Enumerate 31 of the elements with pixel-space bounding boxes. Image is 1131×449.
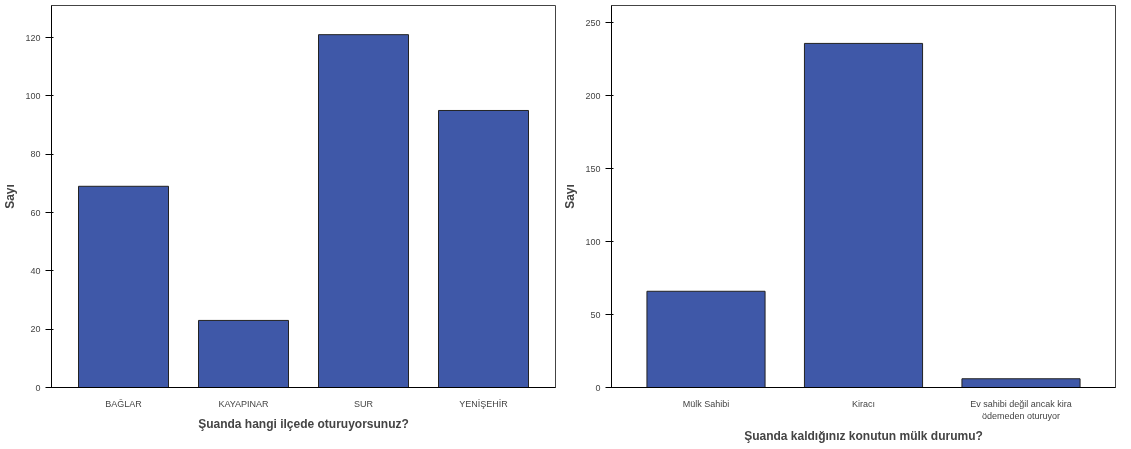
x-tick-label: KAYAPINAR: [218, 398, 270, 409]
y-axis-title: Sayı: [3, 184, 18, 209]
x-tick-label: SUR: [354, 398, 374, 409]
x-tick-label: Ev sahibi değil ancak kira ödemeden oturuyor: [970, 398, 1072, 421]
y-tick-label: 250: [585, 18, 601, 28]
x-tick-label: Kiracı: [852, 398, 876, 409]
bar: [438, 109, 529, 388]
x-axis-title: Şuanda hangi ilçede oturuyorsunuz?: [198, 416, 409, 431]
y-axis-title: Sayı: [563, 184, 578, 209]
y-tick-label: 150: [585, 163, 601, 174]
y-tick-label: 100: [25, 90, 41, 101]
x-tick-label: BAĞLAR: [105, 398, 143, 409]
y-tick-label: 20: [30, 324, 41, 335]
y-tick-label: 0: [595, 382, 601, 393]
bar: [198, 319, 289, 388]
y-tick-label: 200: [585, 90, 601, 101]
y-tick-label: 120: [25, 32, 41, 43]
bar: [961, 378, 1081, 388]
y-tick-label: 0: [35, 382, 41, 393]
y-tick-label: 50: [590, 309, 601, 320]
y-tick-label: 100: [585, 236, 601, 247]
bar: [646, 290, 766, 388]
bar: [803, 42, 924, 388]
x-tick-label: Mülk Sahibi: [682, 398, 730, 409]
y-tick-label: 80: [30, 149, 41, 160]
y-tick-label: 40: [30, 265, 41, 276]
x-tick-label: YENİŞEHİR: [459, 398, 509, 409]
x-axis-title: Şuanda kaldığınız konutun mülk durumu?: [744, 428, 983, 443]
bar: [78, 185, 169, 388]
y-tick-label: 60: [30, 207, 41, 218]
bar: [318, 34, 409, 388]
